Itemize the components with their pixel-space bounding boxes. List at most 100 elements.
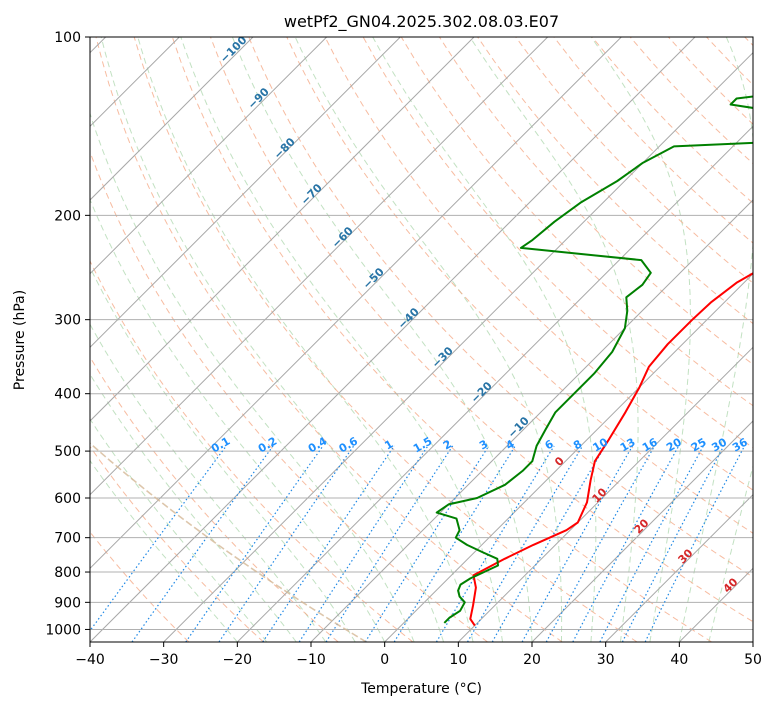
y-tick-label: 200 [54, 208, 81, 224]
plot-area: −100−90−80−70−60−50−40−30−20−10 01020304… [90, 33, 753, 642]
isotherm-line [752, 641, 753, 642]
y-tick-label: 700 [54, 531, 81, 547]
moist-adiabat-label: 20 [632, 516, 652, 536]
dry-adiabat-label: −40 [395, 305, 422, 332]
dry-adiabat-line [90, 531, 190, 642]
moist-adiabat-line [90, 111, 415, 642]
mixing-ratio-label: 6 [543, 437, 556, 452]
mixing-ratio-label: 0.4 [306, 434, 330, 455]
isotherm-line [605, 493, 753, 642]
dry-adiabat-line [171, 37, 712, 642]
isotherm-line [90, 37, 475, 422]
mixing-ratio-label: 1 [382, 437, 395, 452]
mixing-ratio-lines [90, 445, 746, 642]
dry-adiabat-label: −10 [505, 414, 532, 441]
isotherm-line [384, 272, 753, 642]
isotherm-line [90, 37, 549, 496]
moist-adiabat-line [708, 464, 753, 642]
y-tick-label: 400 [54, 387, 81, 403]
x-axis-label: Temperature (°C) [360, 681, 482, 697]
isotherms [90, 37, 753, 642]
y-tick-label: 300 [54, 313, 81, 329]
isotherm-line [531, 420, 753, 642]
dewpoint-series-line [435, 95, 753, 624]
isotherm-line [90, 37, 622, 570]
moist-adiabat-line [90, 459, 238, 642]
dry-adiabat-label: −20 [468, 379, 495, 406]
mixing-ratio-line [298, 445, 429, 642]
moist-adiabat-line [372, 37, 597, 642]
mixing-ratio-line [185, 445, 324, 642]
mixing-ratio-line [599, 445, 704, 642]
moist-adiabat-line [231, 37, 533, 642]
dry-adiabat-label: −100 [218, 33, 250, 65]
dry-adiabat-label: −60 [329, 224, 356, 251]
mixing-ratio-line [545, 445, 656, 642]
moist-adiabat-label: 40 [721, 575, 741, 595]
isotherm-line [457, 346, 753, 642]
moist-adiabat-line [100, 37, 445, 642]
dry-adiabat-line [706, 37, 753, 86]
x-tick-label: −20 [223, 652, 253, 668]
dry-adiabat-line [286, 37, 753, 534]
mixing-ratio-line [621, 445, 725, 642]
dry-adiabat-line [248, 37, 753, 578]
mixing-ratio-line [393, 445, 516, 642]
moist-adiabat-line [90, 198, 386, 642]
wet-curve [90, 442, 367, 642]
mixing-ratio-label: 3 [477, 437, 490, 452]
moist-adiabat-line [90, 266, 356, 642]
mixing-ratio-line [262, 445, 395, 642]
moist-adiabat-line [590, 37, 691, 642]
mixing-ratio-line [218, 445, 355, 642]
dry-adiabat-line [95, 37, 563, 642]
moist-adiabat-line [678, 37, 753, 642]
dry-adiabat-line [515, 37, 753, 284]
y-axis-label: Pressure (hPa) [12, 290, 28, 390]
sounding-series [435, 95, 753, 627]
moist-adiabat-line [90, 418, 268, 642]
x-tick-label: 10 [449, 652, 467, 668]
mixing-ratio-label: 0.6 [337, 434, 361, 455]
dry-adiabat-line [744, 37, 753, 47]
mixing-ratio-label: 2 [441, 437, 454, 452]
x-tick-label: 20 [523, 652, 541, 668]
dry-adiabat-label: −90 [245, 85, 272, 112]
dry-adiabat-label: −30 [429, 344, 456, 371]
moist-adiabat-label: 10 [590, 485, 610, 505]
x-tick-label: 50 [744, 652, 762, 668]
temperature-series-line [469, 272, 753, 627]
mixing-ratio-line [131, 445, 274, 642]
dry-adiabat-label: −80 [271, 135, 298, 162]
y-axis: 100 200 300 400 500 600 700 800 900 1000 [45, 30, 90, 638]
isobars [90, 37, 753, 630]
isotherm-line [163, 51, 753, 642]
dry-adiabat-line [90, 356, 339, 642]
mixing-ratio-line [572, 445, 680, 642]
mixing-ratio-labels: 0.1 0.2 0.4 0.6 1 1.5 2 3 4 6 8 10 13 16 20 25 30 36 [209, 434, 750, 455]
dry-adiabat-line [133, 37, 638, 642]
dry-adiabats [90, 37, 753, 642]
mixing-ratio-label: 0.1 [209, 434, 232, 455]
y-tick-label: 100 [54, 30, 81, 46]
chart-title: wetPf2_GN04.2025.302.08.03.E07 [284, 12, 559, 32]
dry-adiabat-line [90, 150, 488, 642]
dry-adiabat-label: −70 [298, 181, 325, 208]
plot-frame [89, 36, 754, 643]
moist-adiabats [90, 37, 753, 642]
y-tick-label: 800 [54, 565, 81, 581]
x-tick-label: −10 [296, 652, 326, 668]
x-tick-label: 30 [597, 652, 615, 668]
mixing-ratio-line [521, 445, 634, 642]
moist-adiabat-line [90, 323, 327, 642]
isotherm-line [90, 37, 696, 642]
mixing-ratio-line [644, 445, 746, 642]
mixing-ratio-line [325, 445, 454, 642]
isotherm-line [678, 567, 753, 642]
moist-adiabat-line [137, 37, 474, 642]
isotherm-line [236, 125, 753, 642]
isotherm-line [90, 37, 328, 275]
y-tick-label: 500 [54, 444, 81, 460]
